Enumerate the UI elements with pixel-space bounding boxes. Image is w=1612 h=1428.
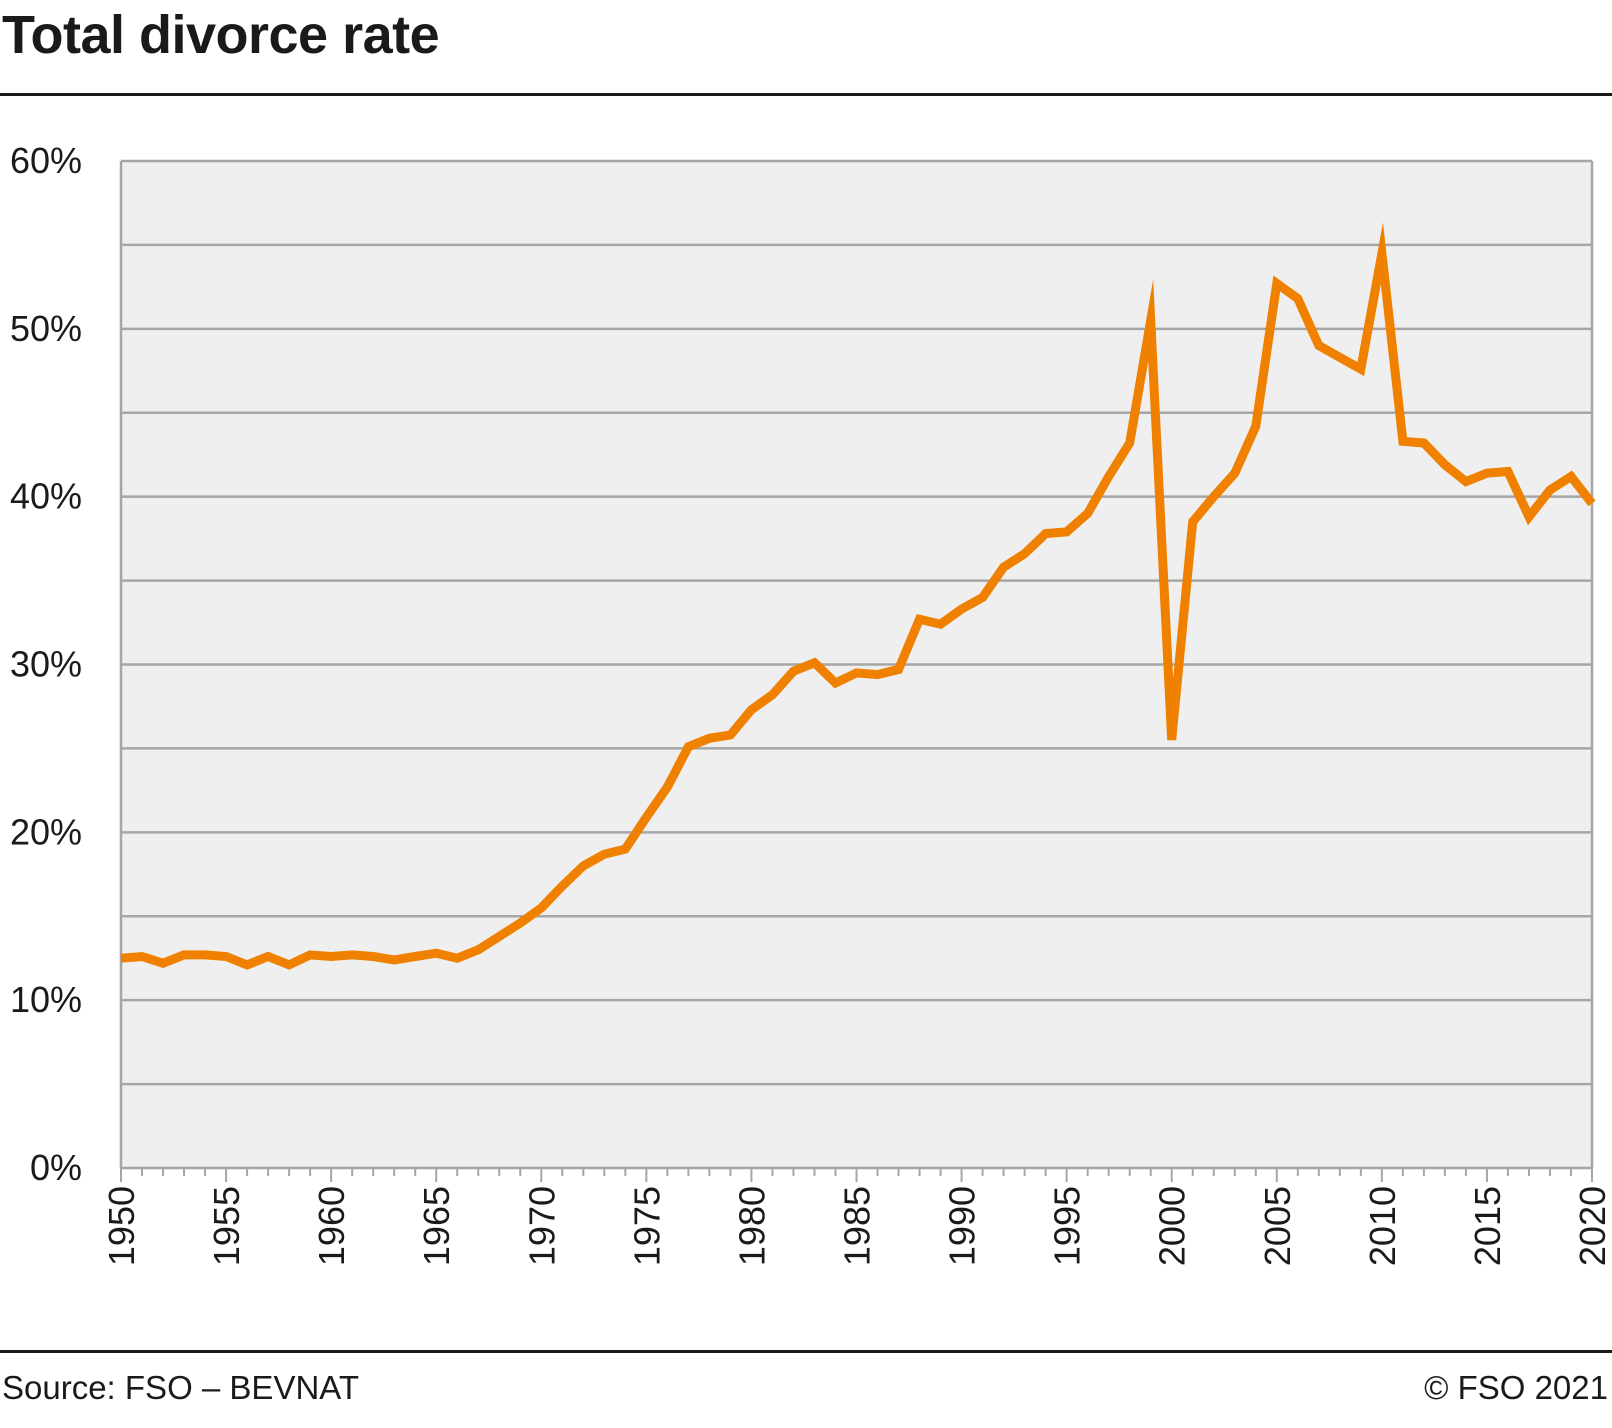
y-tick-label: 20% [10,811,82,852]
x-tick-label: 1970 [521,1186,562,1266]
x-tick-label: 1985 [837,1186,878,1266]
chart-title: Total divorce rate [2,5,440,65]
y-tick-label: 0% [30,1147,82,1188]
x-tick-label: 2000 [1152,1186,1193,1266]
x-tick-label: 1965 [416,1186,457,1266]
title-divider [0,93,1612,96]
x-tick-label: 1960 [311,1186,352,1266]
copyright-note: © FSO 2021 [1424,1369,1608,1406]
x-tick-label: 2010 [1362,1186,1403,1266]
y-tick-label: 50% [10,308,82,349]
x-tick-label: 1955 [206,1186,247,1266]
y-tick-label: 30% [10,644,82,685]
x-tick-label: 1950 [101,1186,142,1266]
y-tick-label: 10% [10,979,82,1020]
x-tick-label: 1995 [1047,1186,1088,1266]
x-tick-label: 1990 [942,1186,983,1266]
x-tick-label: 2015 [1467,1186,1508,1266]
x-tick-label: 1980 [731,1186,772,1266]
y-tick-label: 60% [10,140,82,181]
source-note: Source: FSO – BEVNAT [2,1369,360,1406]
x-tick-label: 1975 [626,1186,667,1266]
y-tick-label: 40% [10,476,82,517]
x-tick-label: 2020 [1572,1186,1612,1266]
x-tick-label: 2005 [1257,1186,1298,1266]
divorce-rate-line [120,222,1596,970]
footer-divider [0,1350,1612,1353]
